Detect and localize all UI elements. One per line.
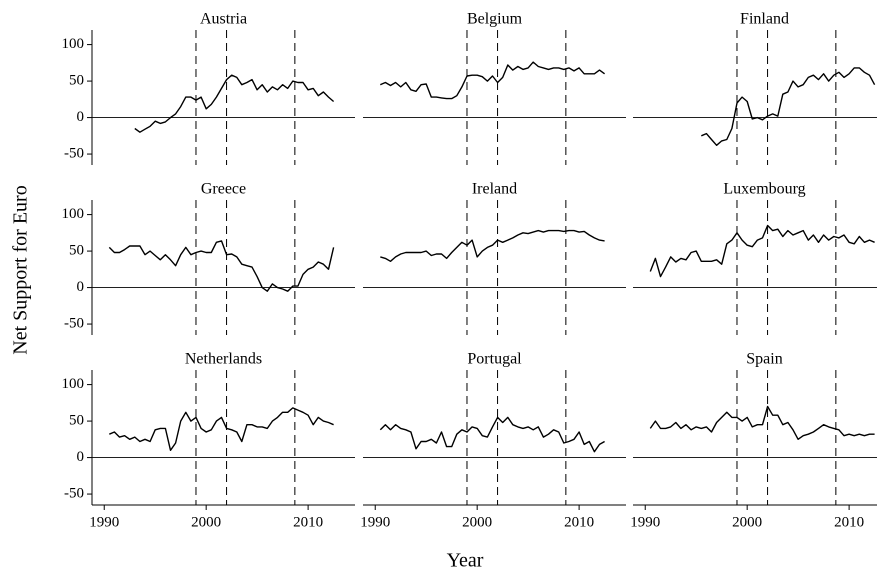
panel: Portugal 1990 2000 2010 xyxy=(360,351,626,530)
panel-title: Netherlands xyxy=(185,351,262,368)
panel: Finland xyxy=(633,11,877,165)
x-tick-label: 2000 xyxy=(732,514,762,530)
panel: Ireland xyxy=(363,181,626,335)
y-tick-label: 50 xyxy=(69,243,84,259)
panel-title: Greece xyxy=(201,181,246,198)
y-tick-label: 50 xyxy=(69,73,84,89)
x-tick-label: 1990 xyxy=(630,514,660,530)
y-tick-label: 0 xyxy=(77,449,85,465)
panel-title: Ireland xyxy=(472,181,517,198)
x-tick-label: 1990 xyxy=(360,514,390,530)
data-line xyxy=(380,61,606,100)
x-tick-label: 2010 xyxy=(834,514,864,530)
y-tick-label: 100 xyxy=(62,206,85,222)
panel-title: Finland xyxy=(740,11,789,28)
y-tick-label: -50 xyxy=(64,485,84,501)
data-line xyxy=(701,67,876,146)
y-axis-title: Net Support for Euro xyxy=(10,185,32,354)
panel: Spain 1990 2000 2010 xyxy=(630,351,877,530)
y-tick-label: 50 xyxy=(69,413,84,429)
panel: Greece -50 0 50 100 xyxy=(62,181,355,335)
panel-title: Spain xyxy=(746,351,782,368)
x-tick-label: 2000 xyxy=(191,514,221,530)
x-tick-label: 2010 xyxy=(564,514,594,530)
panel: Luxembourg xyxy=(633,181,877,335)
x-tick-label: 1990 xyxy=(89,514,119,530)
x-tick-label: 2000 xyxy=(462,514,492,530)
panel: Belgium xyxy=(363,11,626,165)
y-tick-label: -50 xyxy=(64,145,84,161)
y-tick-label: 100 xyxy=(62,36,85,52)
x-tick-label: 2010 xyxy=(293,514,323,530)
y-tick-label: 0 xyxy=(77,109,85,125)
data-line xyxy=(134,74,335,133)
data-line xyxy=(379,416,605,453)
y-tick-label: -50 xyxy=(64,315,84,331)
panel-title: Belgium xyxy=(467,11,523,28)
panel-title: Austria xyxy=(200,11,247,28)
data-line xyxy=(109,407,334,451)
data-line xyxy=(108,240,335,292)
panel: Austria -50 0 50 100 xyxy=(62,11,355,165)
panel-title: Luxembourg xyxy=(723,181,805,198)
x-axis-title: Year xyxy=(447,550,484,572)
data-line xyxy=(649,405,875,440)
y-tick-label: 0 xyxy=(77,279,85,295)
panel-title: Portugal xyxy=(467,351,522,368)
y-tick-label: 100 xyxy=(62,376,85,392)
panel: Netherlands -50 0 50 100 1990 2000 2010 xyxy=(62,351,355,530)
data-line xyxy=(649,224,875,278)
data-line xyxy=(380,229,605,262)
